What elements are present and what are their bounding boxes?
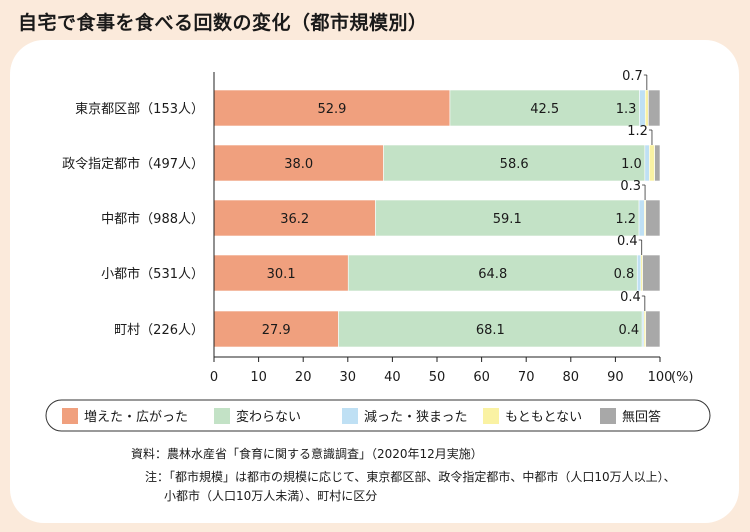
x-tick-label: 60 (473, 370, 490, 385)
bar-segment (642, 254, 661, 292)
data-label: 42.5 (530, 102, 559, 117)
bar-segment (338, 310, 643, 348)
data-label: 64.8 (478, 267, 507, 282)
x-tick-label: 10 (250, 370, 267, 385)
legend-swatch (483, 408, 499, 424)
data-label: 1.0 (621, 157, 642, 172)
x-tick-label: 80 (563, 370, 580, 385)
bar-segment (213, 89, 451, 127)
category-label: 中都市（988人） (101, 211, 204, 227)
bar-segment (638, 199, 645, 237)
data-label: 1.2 (615, 212, 636, 227)
x-tick-label: 40 (384, 370, 401, 385)
bar-segment (648, 89, 661, 127)
bar-segment (645, 310, 661, 348)
bar-segment (213, 310, 339, 348)
category-label: 政令指定都市（497人） (62, 156, 204, 172)
legend-box (45, 399, 711, 432)
bar-segment (639, 89, 646, 127)
bar-segment (636, 254, 642, 292)
data-label: 0.4 (618, 323, 639, 338)
legend-swatch (342, 408, 358, 424)
data-label: 36.2 (280, 212, 309, 227)
legend-swatch (600, 408, 616, 424)
legend-label: 変わらない (236, 409, 301, 425)
x-tick-label: 0 (210, 370, 218, 385)
bar-segment (648, 144, 655, 182)
legend-label: 減った・狭まった (364, 409, 467, 425)
note-line-2: 小都市（人口10万人未満）、町村に区分 (164, 489, 378, 503)
note-line-1: 注：「都市規模」は都市の規模に応じて、東京都区部、政令指定都市、中都市（人口10… (145, 470, 676, 484)
data-label: 0.8 (614, 267, 635, 282)
bar-segment (375, 199, 640, 237)
chart-title: 自宅で食事を食べる回数の変化（都市規模別） (18, 12, 428, 34)
x-tick-label: 70 (518, 370, 535, 385)
x-tick-label: 30 (340, 370, 357, 385)
category-label: 東京都区部（153人） (75, 101, 204, 117)
data-label: 0.4 (620, 290, 641, 305)
bar-segment (213, 254, 349, 292)
data-label: 27.9 (262, 323, 291, 338)
data-label: 0.3 (620, 179, 641, 194)
source-text: 資料：農林水産省「食育に関する意識調査」（2020年12月実施） (131, 447, 483, 461)
bar-segment (347, 254, 638, 292)
category-label: 町村（226人） (114, 323, 204, 338)
x-tick-label: 90 (607, 370, 624, 385)
data-label: 30.1 (267, 267, 296, 282)
bar-segment (645, 199, 661, 237)
data-label: 1.3 (616, 102, 637, 117)
data-label: 52.9 (317, 102, 346, 117)
data-label: 38.0 (284, 157, 313, 172)
category-label: 小都市（531人） (101, 266, 204, 282)
bar-segment (383, 144, 646, 182)
data-label: 1.2 (627, 124, 648, 139)
data-label: 68.1 (476, 323, 505, 338)
data-label: 58.6 (500, 157, 529, 172)
x-unit-label: (%) (671, 370, 694, 385)
legend-swatch (214, 408, 230, 424)
bar-segment (644, 89, 649, 127)
legend-label: もともとない (505, 410, 582, 425)
note-text: 注：「都市規模」は都市の規模に応じて、東京都区部、政令指定都市、中都市（人口10… (145, 468, 705, 506)
bar-segment (654, 144, 661, 182)
legend-label: 増えた・広がった (84, 410, 188, 425)
legend-label: 無回答 (622, 409, 661, 425)
legend-swatch (62, 408, 78, 424)
x-tick-label: 20 (295, 370, 312, 385)
bar-segment (213, 199, 376, 237)
bar-segment (644, 144, 650, 182)
data-label: 59.1 (493, 212, 522, 227)
x-tick-label: 100 (648, 370, 673, 385)
data-label: 0.7 (622, 69, 643, 84)
x-tick-label: 50 (429, 370, 446, 385)
data-label: 0.4 (617, 234, 638, 249)
